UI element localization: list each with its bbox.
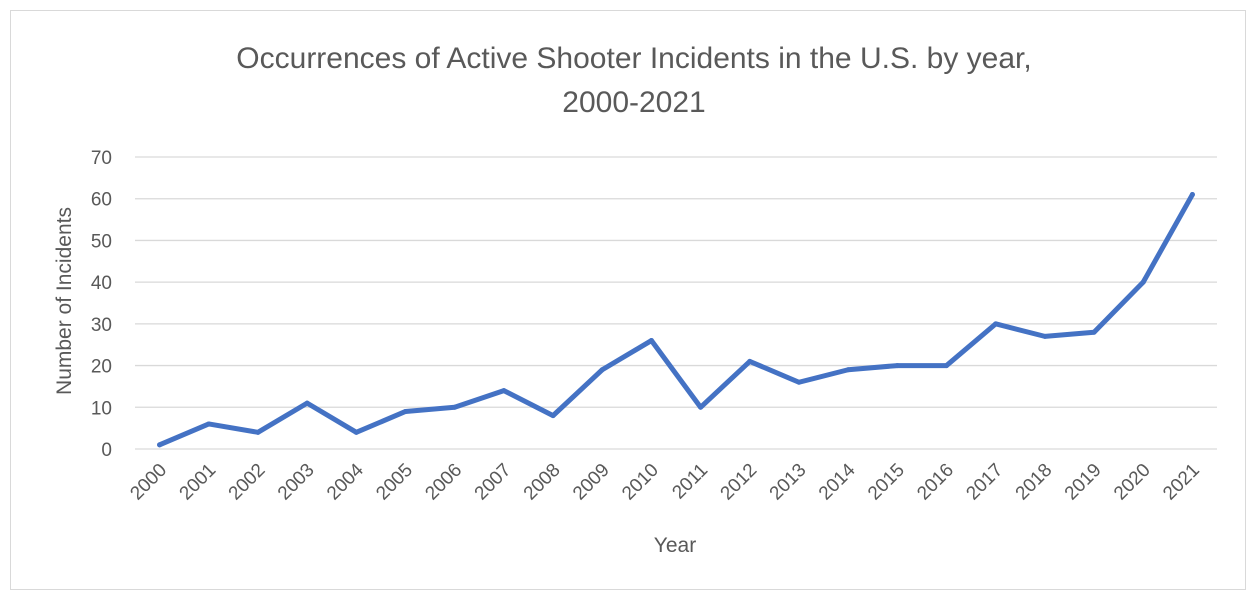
chart-title: Occurrences of Active Shooter Incidents … [236,42,1031,75]
data-point-2015 [894,363,900,369]
x-tick-label: 2021 [1159,460,1204,505]
data-point-2018 [1042,333,1048,339]
data-point-2013 [796,379,802,385]
series-layer [157,192,1195,448]
x-axis-ticks: 2000 2001 2002 2003 2004 2005 2006 2007 2008 2009… [126,459,1204,504]
data-point-2008 [550,413,556,419]
data-point-2016 [944,363,949,369]
x-tick-label: 2015 [864,460,909,505]
x-tick-label: 2002 [225,460,270,505]
data-point-2014 [845,367,851,373]
data-point-2020 [1140,279,1146,285]
chart-subtitle: 2000-2021 [562,86,705,119]
data-point-2002 [255,429,261,435]
gridlines [135,156,1217,450]
data-point-2010 [648,338,654,344]
data-point-2006 [452,404,458,410]
y-tick-label: 70 [91,148,112,169]
line-chart: Occurrences of Active Shooter Incidents … [53,42,1217,557]
x-tick-label: 2001 [176,460,221,505]
data-point-2011 [698,404,704,410]
data-point-2021 [1189,192,1195,198]
data-point-2009 [599,367,605,373]
data-point-2019 [1091,329,1097,335]
data-point-2000 [157,442,163,448]
data-point-2001 [206,421,212,427]
y-tick-label: 60 [91,190,112,211]
x-tick-label: 2013 [766,460,811,505]
x-tick-label: 2010 [618,460,663,505]
x-tick-label: 2020 [1110,460,1155,505]
y-tick-label: 20 [91,357,112,378]
y-tick-label: 40 [91,273,112,294]
y-axis-ticks: 0 10 20 30 40 50 60 70 [91,148,112,461]
data-point-2017 [993,321,999,327]
x-tick-label: 2000 [126,460,171,505]
x-tick-label: 2018 [1012,460,1057,505]
x-tick-label: 2014 [815,459,860,504]
data-point-2003 [304,400,310,406]
x-tick-label: 2009 [569,460,614,505]
y-tick-label: 30 [91,315,112,336]
x-axis-title: Year [654,534,696,557]
y-tick-label: 0 [101,440,112,461]
data-point-2012 [747,358,753,364]
data-point-2004 [353,429,359,435]
x-tick-label: 2017 [962,460,1007,505]
x-tick-label: 2005 [372,460,417,505]
x-tick-label: 2006 [421,460,466,505]
y-axis-title: Number of Incidents [53,207,76,395]
x-tick-label: 2016 [913,460,958,505]
y-tick-label: 10 [91,398,112,419]
chart-frame: Occurrences of Active Shooter Incidents … [10,10,1246,590]
series-line-0 [157,192,1195,448]
x-tick-label: 2012 [717,460,762,505]
data-point-2005 [403,408,408,414]
x-tick-label: 2003 [274,460,319,505]
x-tick-label: 2007 [471,460,516,505]
y-tick-label: 50 [91,231,112,252]
x-tick-label: 2008 [520,460,565,505]
x-tick-label: 2019 [1061,460,1106,505]
x-tick-label: 2011 [668,460,712,504]
x-tick-label: 2004 [323,459,368,504]
data-point-2007 [501,388,507,394]
